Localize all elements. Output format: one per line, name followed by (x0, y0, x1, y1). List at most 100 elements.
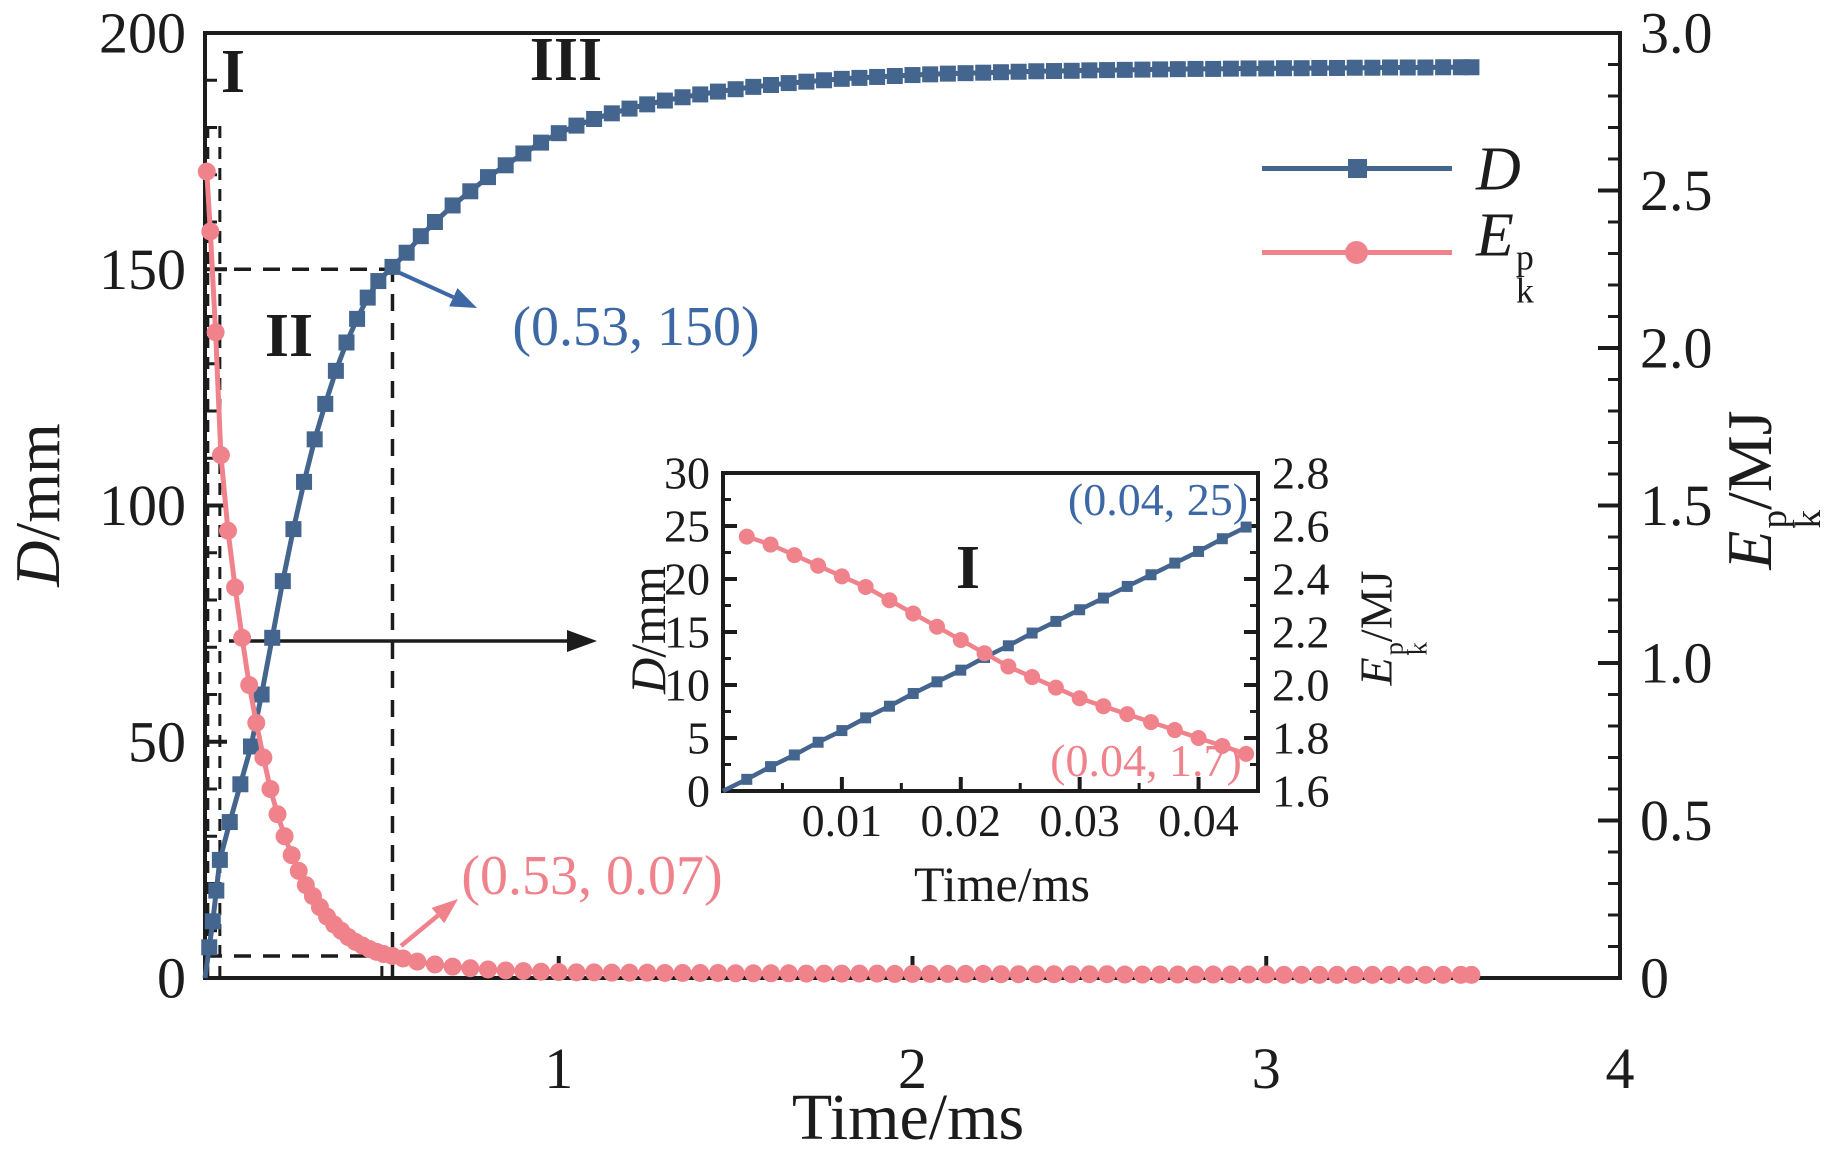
main-ek-marker (1027, 965, 1046, 984)
main-d-marker (745, 78, 762, 95)
main-yl-tick-label: 200 (99, 1, 186, 66)
main-d-marker (359, 289, 376, 306)
main-ek-marker (1328, 965, 1346, 984)
inset-ek-marker (1024, 669, 1041, 686)
main-d-marker (886, 67, 903, 84)
main-d-marker (1346, 59, 1363, 76)
main-yl-tick-label: 0 (157, 946, 186, 1011)
main-ek-marker (885, 964, 904, 983)
main-ek-marker (1186, 965, 1205, 984)
main-ek-marker (779, 964, 798, 983)
main-ek-marker (1462, 965, 1481, 984)
inset-d-marker (1240, 521, 1252, 533)
main-d-marker (1099, 62, 1116, 79)
main-ek-marker (240, 676, 259, 695)
main-ek-marker (956, 964, 975, 983)
main-ek-marker (1345, 965, 1364, 984)
main-d-marker (211, 851, 228, 868)
main-ek-marker (1062, 965, 1081, 984)
inset-ek-marker (1143, 714, 1159, 731)
main-d-marker (327, 362, 344, 379)
main-d-marker (264, 629, 281, 646)
legend-square-marker-icon (1348, 159, 1367, 178)
inset-yl-tick-label: 20 (664, 554, 710, 605)
main-ek-marker (1168, 965, 1187, 984)
main-x-tick-label: 2 (898, 1036, 927, 1101)
inset-yr-tick-label: 2.0 (1272, 660, 1330, 711)
main-d-marker (1152, 61, 1169, 78)
inset-d-marker (1050, 615, 1062, 627)
main-d-marker (274, 573, 291, 590)
main-ek-marker (744, 964, 763, 983)
main-d-marker (975, 64, 992, 81)
inset-yl-tick-label: 5 (687, 713, 710, 764)
region-label-1: I (220, 38, 246, 106)
main-d-marker (1275, 60, 1292, 77)
inset-yr-tick-label: 2.4 (1272, 554, 1330, 605)
inset-d-marker (788, 749, 800, 761)
main-d-marker (957, 65, 974, 82)
main-d-marker (1116, 61, 1133, 78)
main-d-marker (692, 86, 709, 103)
main-d-marker (992, 64, 1009, 81)
main-d-marker (709, 83, 726, 100)
main-ek-marker (938, 964, 957, 983)
annotation-e-point: (0.53, 0.07) (461, 845, 723, 907)
main-ek-marker (1204, 965, 1223, 984)
main-ek-marker (443, 957, 462, 976)
inset-yr-tick-label: 2.2 (1272, 607, 1330, 658)
main-ek-marker (762, 964, 780, 983)
main-d-marker (1463, 59, 1480, 76)
annotation-arrow-e-head (431, 899, 458, 924)
main-d-marker (1046, 63, 1062, 80)
inset-d-marker (883, 700, 895, 712)
inset-ek-marker (762, 536, 779, 553)
inset-d-marker (1216, 533, 1228, 545)
inset-d-marker (1145, 569, 1157, 581)
main-d-marker (253, 686, 270, 703)
main-ek-marker (514, 962, 533, 981)
main-yr-tick-label: 1.0 (1640, 631, 1713, 696)
inset-e-subscript: k (1402, 642, 1433, 656)
main-d-marker (317, 395, 334, 412)
main-ek-marker (673, 963, 692, 982)
main-d-marker (674, 89, 691, 106)
legend-e-superscript: p (1515, 237, 1534, 278)
main-ek-marker (620, 963, 639, 982)
main-d-marker (869, 68, 886, 85)
main-ek-marker (1292, 965, 1311, 984)
inset-x-tick-label: 0.03 (1039, 795, 1120, 846)
main-d-marker (1028, 63, 1045, 80)
main-d-marker (201, 939, 218, 956)
main-ek-marker (868, 964, 887, 983)
main-ek-marker (1221, 965, 1240, 984)
main-yl-tick-label: 150 (99, 237, 186, 302)
main-ek-marker (1045, 965, 1063, 984)
inset-ek-marker (833, 568, 850, 585)
main-d-marker (1187, 60, 1204, 77)
main-d-marker (497, 157, 514, 174)
main-d-marker (816, 72, 833, 89)
main-d-marker (1417, 59, 1434, 76)
main-ek-marker (1009, 965, 1028, 984)
main-d-marker (296, 473, 313, 490)
main-ek-marker (708, 963, 727, 982)
inset-ek-marker (1214, 737, 1231, 754)
main-x-tick-label: 3 (1252, 1036, 1281, 1101)
main-ek-marker (268, 805, 287, 824)
main-ek-marker (691, 963, 710, 982)
main-ek-marker (974, 964, 993, 983)
main-d-marker (204, 913, 221, 930)
main-ek-marker (1274, 965, 1293, 984)
main-ek-marker (567, 963, 586, 982)
main-d-marker (586, 110, 603, 127)
main-d-marker (232, 776, 249, 793)
main-ek-marker (832, 964, 851, 983)
inset-pointer-arrow-head (567, 630, 597, 652)
main-d-marker (1258, 60, 1275, 77)
inset-e-unit: /MJ (1350, 570, 1402, 643)
inset-yl-tick-label: 10 (664, 660, 710, 711)
main-x-axis-title: Time/ms (791, 1081, 1025, 1154)
main-d-marker (370, 273, 387, 290)
inset-annotation-e-point: (0.04, 1.7) (1050, 735, 1242, 786)
